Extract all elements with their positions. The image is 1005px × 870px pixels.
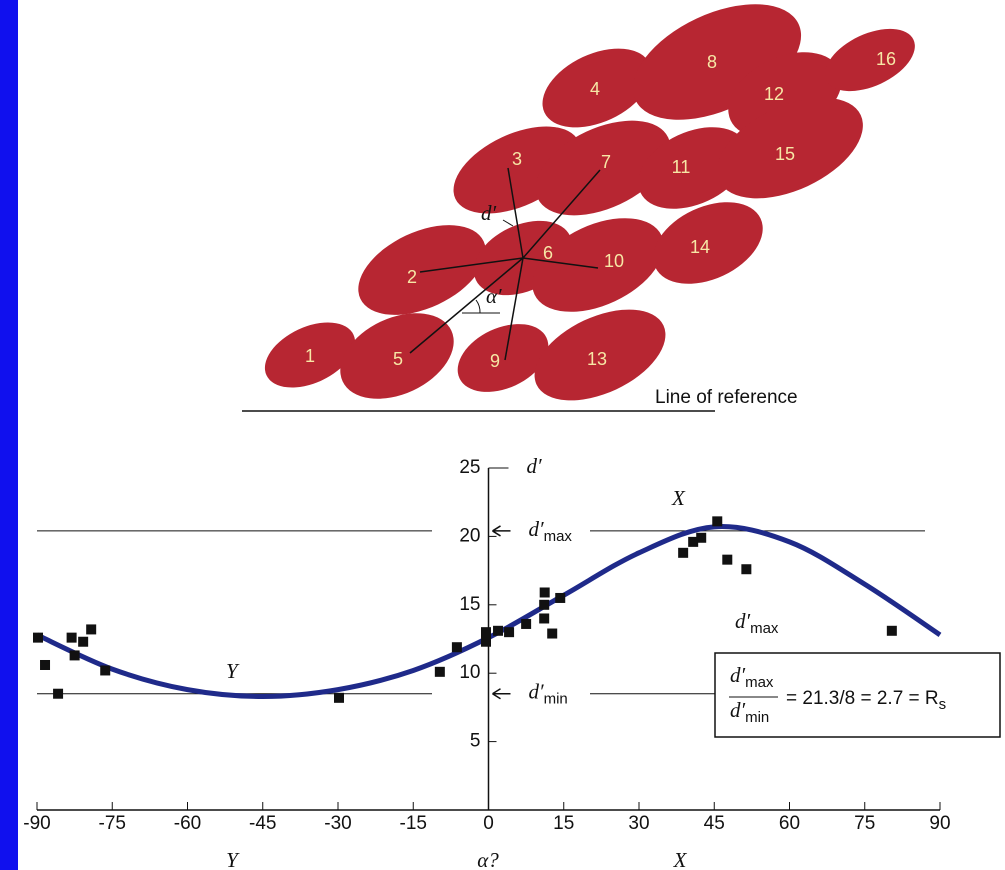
fiber-label: 12: [764, 84, 784, 104]
data-point: [40, 660, 50, 670]
x-axis-label: X: [673, 848, 688, 870]
data-point: [539, 600, 549, 610]
label-sub: min: [544, 691, 568, 708]
label-sub: min: [745, 709, 769, 726]
fiber-label: 6: [543, 243, 553, 263]
fiber-label: 15: [775, 144, 795, 164]
x-tick-label: -15: [400, 813, 427, 834]
y-tick-label: 20: [459, 525, 480, 546]
fiber-label: 16: [876, 49, 896, 69]
data-point: [741, 564, 751, 574]
x-tick-label: -60: [174, 813, 201, 834]
fiber-label: 3: [512, 149, 522, 169]
data-point: [100, 665, 110, 675]
x-tick-label: 60: [779, 813, 800, 834]
x-tick-label: 45: [704, 813, 725, 834]
data-point: [70, 650, 80, 660]
fiber-label: 10: [604, 251, 624, 271]
x-tick-label: 75: [854, 813, 875, 834]
fiber-label: 1: [305, 346, 315, 366]
data-point: [696, 533, 706, 543]
x-tick-label: -75: [99, 813, 126, 834]
fiber-label: 2: [407, 267, 417, 287]
distance-label: d′: [481, 201, 497, 225]
y-tick-label: 5: [470, 731, 481, 752]
x-axis-label: α?: [477, 848, 499, 870]
peak-label: X: [671, 486, 686, 510]
fiber-label: 11: [672, 157, 691, 177]
label-base: d′: [529, 517, 545, 541]
data-point: [504, 627, 514, 637]
y-axis-label: d′: [527, 454, 543, 478]
x-tick-label: -90: [23, 813, 50, 834]
fiber-label: 13: [587, 349, 607, 369]
reference-label: Line of reference: [655, 387, 798, 408]
y-tick-label: 15: [459, 594, 480, 615]
label-base: d′: [735, 609, 751, 633]
fiber-label: 4: [590, 79, 600, 99]
fiber-label: 9: [490, 351, 500, 371]
data-point: [887, 626, 897, 636]
formula-rest: = 21.3/8 = 2.7 = R: [786, 688, 939, 709]
data-point: [712, 516, 722, 526]
fiber-label: 5: [393, 349, 403, 369]
data-point: [452, 642, 462, 652]
y-tick-label: 25: [459, 457, 480, 478]
label-sub: max: [745, 674, 774, 691]
data-point: [86, 624, 96, 634]
data-point: [334, 693, 344, 703]
data-point: [435, 667, 445, 677]
x-tick-label: -30: [324, 813, 351, 834]
data-point: [67, 633, 77, 643]
label-base: d′: [529, 680, 545, 704]
data-point: [539, 613, 549, 623]
label-sub: max: [544, 528, 573, 545]
label-sub: max: [750, 620, 779, 637]
figure: 12345678910111213141516d′α′ Line of refe…: [0, 0, 1005, 870]
data-point: [53, 689, 63, 699]
data-point: [481, 627, 491, 637]
x-tick-label: 30: [628, 813, 649, 834]
data-point: [540, 587, 550, 597]
x-tick-label: 0: [483, 813, 494, 834]
x-tick-label: 15: [553, 813, 574, 834]
data-point: [547, 629, 557, 639]
data-point: [555, 593, 565, 603]
angle-label: α′: [486, 284, 502, 308]
data-point: [33, 633, 43, 643]
x-tick-label: -45: [249, 813, 276, 834]
fiber-label: 14: [690, 237, 710, 257]
label-base: d′: [730, 663, 746, 687]
y-tick-label: 10: [459, 662, 480, 683]
data-point: [722, 555, 732, 565]
fiber-label: 7: [601, 152, 611, 172]
data-point: [481, 637, 491, 647]
data-point: [78, 637, 88, 647]
data-point: [493, 626, 503, 636]
fiber-label: 8: [707, 52, 717, 72]
data-point: [678, 548, 688, 558]
label-base: d′: [730, 698, 746, 722]
x-tick-label: 90: [929, 813, 950, 834]
formula-sub: s: [939, 696, 947, 713]
data-point: [521, 619, 531, 629]
